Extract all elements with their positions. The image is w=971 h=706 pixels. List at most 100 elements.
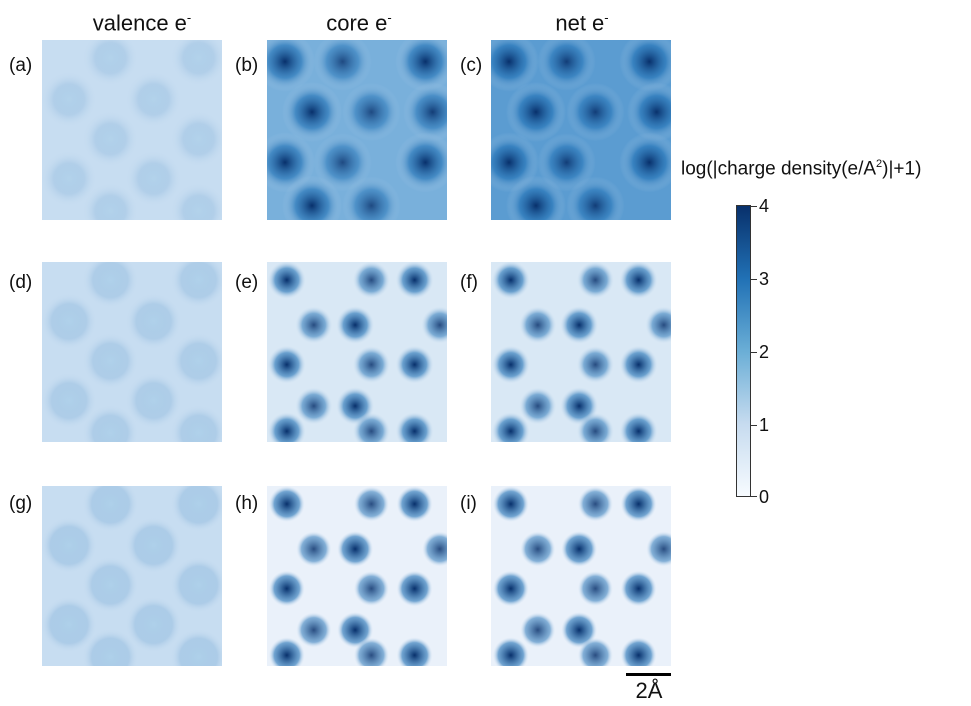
density-peak [577, 571, 613, 607]
density-peak [125, 71, 182, 128]
density-peak [395, 412, 434, 442]
density-map-e [267, 262, 447, 442]
density-peak [313, 133, 372, 192]
density-peak [170, 629, 222, 666]
density-peak [82, 40, 139, 86]
density-peak [267, 262, 306, 299]
density-peak [125, 293, 182, 350]
density-peak [336, 306, 375, 344]
colorbar-title: log(|charge density(e/A2)|+1) [681, 158, 922, 180]
density-peak [519, 306, 557, 344]
density-peak [577, 486, 613, 522]
panel-label-g: (g) [9, 493, 33, 514]
density-peak [82, 111, 139, 167]
density-peak [296, 612, 332, 648]
density-peak [645, 306, 671, 344]
column-header-core: core e- [326, 10, 392, 36]
density-peak [267, 412, 306, 442]
density-peak [576, 262, 614, 299]
colorbar [736, 205, 751, 497]
density-peak [42, 71, 97, 128]
density-peak [267, 345, 306, 384]
density-peak [170, 262, 222, 308]
panel-label-d: (d) [9, 272, 33, 293]
density-peak [619, 345, 658, 384]
density-peak [42, 372, 97, 429]
colorbar-tick-2 [751, 352, 757, 353]
density-peak [42, 517, 97, 574]
density-peak [537, 40, 596, 91]
column-header-net: net e- [555, 10, 609, 36]
scale-bar-label: 2Å [635, 678, 663, 703]
density-peak [353, 637, 389, 666]
density-peak [295, 387, 333, 425]
density-peak [396, 486, 433, 522]
colorbar-tick-4 [751, 206, 757, 207]
density-peak [620, 570, 657, 607]
density-peak [82, 557, 139, 613]
density-peak [125, 517, 182, 574]
density-peak [170, 405, 222, 442]
density-peak [82, 183, 139, 220]
density-peak [282, 82, 342, 142]
density-peak [619, 412, 658, 442]
density-map-g [42, 486, 222, 666]
density-peak [267, 40, 315, 92]
density-peak [520, 531, 556, 567]
density-peak [422, 531, 447, 567]
density-peak [352, 412, 390, 442]
density-peak [492, 486, 529, 522]
panel-label-b: (b) [235, 55, 259, 76]
density-peak [491, 345, 530, 384]
panel-label-f: (f) [460, 272, 478, 293]
density-peak [313, 40, 372, 91]
density-peak [42, 150, 97, 207]
density-peak [268, 486, 305, 522]
density-peak [620, 486, 657, 522]
density-peak [395, 40, 447, 92]
density-peak [396, 570, 433, 607]
density-peak [125, 596, 182, 653]
density-peak [82, 333, 139, 389]
density-peak [170, 111, 222, 167]
density-peak [125, 150, 182, 207]
density-map-a [42, 40, 222, 220]
density-peak [295, 306, 333, 344]
density-map-d [42, 262, 222, 442]
density-peak [337, 612, 374, 648]
density-peak [42, 596, 97, 653]
density-peak [491, 262, 530, 299]
panel-label-c: (c) [460, 55, 483, 76]
density-peak [619, 262, 658, 299]
density-peak [342, 82, 401, 142]
density-peak [170, 40, 222, 86]
density-peak [296, 531, 332, 567]
density-peak [566, 82, 625, 142]
density-peak [170, 333, 222, 389]
density-peak [403, 82, 447, 142]
density-peak [421, 306, 447, 344]
density-peak [492, 637, 529, 666]
density-peak [506, 82, 566, 142]
density-peak [82, 262, 139, 308]
density-peak [170, 557, 222, 613]
colorbar-tick-label-3: 3 [759, 269, 770, 289]
density-peak [342, 176, 401, 220]
colorbar-tick-label-0: 0 [759, 487, 770, 507]
density-peak [620, 637, 657, 666]
density-peak [520, 612, 556, 648]
density-peak [353, 486, 389, 522]
density-peak [619, 132, 671, 193]
density-map-h [267, 486, 447, 666]
panel-label-e: (e) [235, 272, 259, 293]
density-peak [395, 345, 434, 384]
density-map-b [267, 40, 447, 220]
density-peak [395, 262, 434, 299]
density-peak [395, 132, 447, 193]
colorbar-tick-label-1: 1 [759, 415, 770, 435]
density-peak [337, 531, 374, 567]
density-peak [561, 612, 598, 648]
panel-label-a: (a) [9, 55, 33, 76]
density-peak [125, 372, 182, 429]
density-map-i [491, 486, 671, 666]
